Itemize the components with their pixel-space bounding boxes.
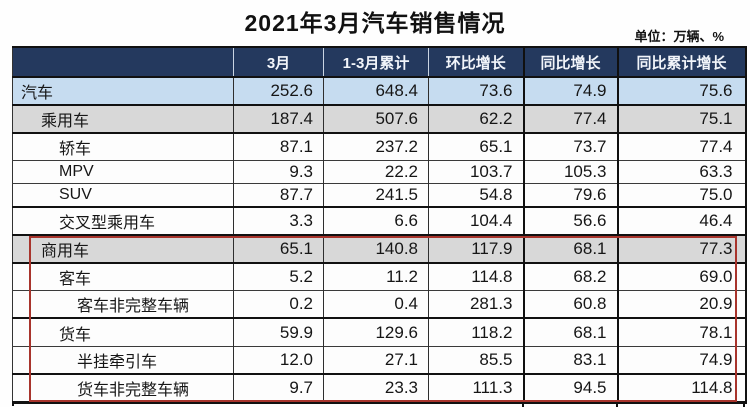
cell-客车-环比增长: 114.8	[428, 263, 524, 291]
cell-货车-同比增长: 68.1	[522, 318, 618, 347]
cell-轿车-3月: 87.1	[233, 133, 324, 161]
cell-汽车-同比增长: 74.9	[522, 77, 618, 106]
cell-SUV-环比增长: 54.8	[428, 183, 524, 207]
cell-客车非完整车辆-环比增长: 281.3	[428, 290, 524, 319]
cell-半挂牵引车-环比增长: 85.5	[428, 346, 524, 374]
table-row-商用车: 商用车 65.1 140.8 117.9 68.1 77.3	[12, 235, 746, 264]
unit-note: 单位：万辆、%	[634, 29, 724, 44]
page-title: 2021年3月汽车销售情况	[244, 10, 506, 36]
cell-汽车-同比累计增长: 75.6	[616, 77, 746, 106]
table-row-客车: 客车 5.2 11.2 114.8 68.2 69.0	[12, 263, 746, 291]
row-label: 客车	[12, 263, 234, 291]
table-row-乘用车: 乘用车 187.4 507.6 62.2 77.4 75.1	[12, 105, 746, 134]
cell-客车非完整车辆-1-3月累计: 0.4	[323, 290, 429, 319]
row-label: MPV	[12, 160, 234, 184]
cell-交叉型乘用车-1-3月累计: 6.6	[323, 206, 429, 236]
row-label: 商用车	[12, 235, 234, 264]
cell-货车-同比累计增长: 78.1	[616, 318, 746, 347]
table-row-汽车: 汽车 252.6 648.4 73.6 74.9 75.6	[12, 77, 746, 106]
column-border-stub	[743, 402, 745, 407]
table-header-row: 3月 1-3月累计 环比增长 同比增长 同比累计增长	[12, 47, 746, 78]
cell-客车-1-3月累计: 11.2	[323, 263, 429, 291]
cell-客车-3月: 5.2	[233, 263, 324, 291]
cell-MPV-3月: 9.3	[233, 160, 324, 184]
cell-货车非完整车辆-1-3月累计: 23.3	[323, 373, 429, 403]
cell-半挂牵引车-同比累计增长: 74.9	[616, 346, 746, 374]
column-header-环比增长: 环比增长	[428, 47, 524, 78]
table-row-SUV: SUV 87.7 241.5 54.8 79.6 75.0	[12, 183, 746, 207]
cell-汽车-3月: 252.6	[233, 77, 324, 106]
cell-客车非完整车辆-3月: 0.2	[233, 290, 324, 319]
cell-半挂牵引车-3月: 12.0	[233, 346, 324, 374]
cell-交叉型乘用车-3月: 3.3	[233, 206, 324, 236]
cell-客车-同比增长: 68.2	[522, 263, 618, 291]
cell-交叉型乘用车-环比增长: 104.4	[428, 206, 524, 236]
column-border-stub	[12, 402, 14, 406]
cell-商用车-同比累计增长: 77.3	[616, 235, 746, 264]
cell-商用车-1-3月累计: 140.8	[323, 235, 429, 264]
table-row-客车非完整车辆: 客车非完整车辆 0.2 0.4 281.3 60.8 20.9	[12, 290, 746, 319]
table-row-货车非完整车辆: 货车非完整车辆 9.7 23.3 111.3 94.5 114.8	[12, 373, 746, 403]
column-border-stub	[522, 402, 524, 407]
cell-客车-同比累计增长: 69.0	[616, 263, 746, 291]
cell-货车-环比增长: 118.2	[428, 318, 524, 347]
cell-SUV-1-3月累计: 241.5	[323, 183, 429, 207]
cell-乘用车-同比增长: 77.4	[522, 105, 618, 134]
cell-轿车-同比累计增长: 77.4	[616, 133, 746, 161]
cell-汽车-1-3月累计: 648.4	[323, 77, 429, 106]
cell-货车非完整车辆-环比增长: 111.3	[428, 373, 524, 403]
cell-客车非完整车辆-同比增长: 60.8	[522, 290, 618, 319]
table-row-MPV: MPV 9.3 22.2 103.7 105.3 63.3	[12, 160, 746, 184]
cell-乘用车-3月: 187.4	[233, 105, 324, 134]
cell-货车非完整车辆-同比增长: 94.5	[522, 373, 618, 403]
cell-货车非完整车辆-3月: 9.7	[233, 373, 324, 403]
cell-货车-1-3月累计: 129.6	[323, 318, 429, 347]
table-row-货车: 货车 59.9 129.6 118.2 68.1 78.1	[12, 318, 746, 347]
row-label: 货车	[12, 318, 234, 347]
cell-商用车-3月: 65.1	[233, 235, 324, 264]
cell-乘用车-1-3月累计: 507.6	[323, 105, 429, 134]
cell-商用车-环比增长: 117.9	[428, 235, 524, 264]
row-label: 货车非完整车辆	[12, 373, 234, 403]
column-border-stub	[616, 402, 618, 407]
cell-货车非完整车辆-同比累计增长: 114.8	[616, 373, 746, 403]
row-label: 汽车	[12, 77, 234, 106]
cell-MPV-环比增长: 103.7	[428, 160, 524, 184]
table-row-轿车: 轿车 87.1 237.2 65.1 73.7 77.4	[12, 133, 746, 161]
cell-交叉型乘用车-同比累计增长: 46.4	[616, 206, 746, 236]
column-header-category	[12, 47, 234, 78]
cell-乘用车-同比累计增长: 75.1	[616, 105, 746, 134]
column-header-1-3月累计: 1-3月累计	[323, 47, 429, 78]
cell-SUV-同比累计增长: 75.0	[616, 183, 746, 207]
table-row-交叉型乘用车: 交叉型乘用车 3.3 6.6 104.4 56.6 46.4	[12, 206, 746, 236]
row-label: SUV	[12, 183, 234, 207]
column-header-3月: 3月	[233, 47, 324, 78]
cell-MPV-同比增长: 105.3	[522, 160, 618, 184]
cell-汽车-环比增长: 73.6	[428, 77, 524, 106]
cell-轿车-同比增长: 73.7	[522, 133, 618, 161]
row-label: 客车非完整车辆	[12, 290, 234, 319]
cell-轿车-1-3月累计: 237.2	[323, 133, 429, 161]
cell-SUV-3月: 87.7	[233, 183, 324, 207]
cell-MPV-1-3月累计: 22.2	[323, 160, 429, 184]
cell-货车-3月: 59.9	[233, 318, 324, 347]
cell-轿车-环比增长: 65.1	[428, 133, 524, 161]
row-label: 交叉型乘用车	[12, 206, 234, 236]
column-header-同比增长: 同比增长	[522, 47, 618, 78]
cell-半挂牵引车-同比增长: 83.1	[522, 346, 618, 374]
cell-交叉型乘用车-同比增长: 56.6	[522, 206, 618, 236]
row-label: 半挂牵引车	[12, 346, 234, 374]
column-header-同比累计增长: 同比累计增长	[616, 47, 746, 78]
row-label: 轿车	[12, 133, 234, 161]
cell-SUV-同比增长: 79.6	[522, 183, 618, 207]
cell-乘用车-环比增长: 62.2	[428, 105, 524, 134]
cell-MPV-同比累计增长: 63.3	[616, 160, 746, 184]
table-row-半挂牵引车: 半挂牵引车 12.0 27.1 85.5 83.1 74.9	[12, 346, 746, 374]
sales-table: 3月 1-3月累计 环比增长 同比增长 同比累计增长 汽车 252.6 648.4 73.6 7…	[12, 46, 747, 404]
cell-半挂牵引车-1-3月累计: 27.1	[323, 346, 429, 374]
cell-客车非完整车辆-同比累计增长: 20.9	[616, 290, 746, 319]
cell-商用车-同比增长: 68.1	[522, 235, 618, 264]
row-label: 乘用车	[12, 105, 234, 134]
